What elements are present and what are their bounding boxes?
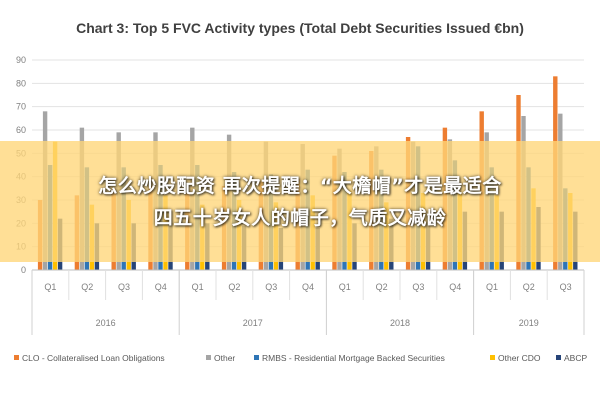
legend-swatch <box>14 355 19 360</box>
year-label: 2018 <box>390 318 410 328</box>
x-tick-label: Q1 <box>192 282 204 292</box>
chart-title: Chart 3: Top 5 FVC Activity types (Total… <box>76 20 524 36</box>
x-tick-label: Q3 <box>118 282 130 292</box>
x-tick-label: Q3 <box>265 282 277 292</box>
x-tick-label: Q3 <box>412 282 424 292</box>
y-tick-label: 60 <box>16 125 26 135</box>
legend-swatch <box>206 355 211 360</box>
x-tick-label: Q4 <box>155 282 167 292</box>
year-label: 2016 <box>96 318 116 328</box>
x-tick-label: Q3 <box>560 282 572 292</box>
x-tick-label: Q4 <box>302 282 314 292</box>
x-tick-label: Q2 <box>523 282 535 292</box>
legend-swatch <box>556 355 561 360</box>
overlay-banner: 怎么炒股配资 再次提醒：“大檐帽”才是最适合 四五十岁女人的帽子，气质又减龄 <box>0 141 600 262</box>
year-label: 2017 <box>243 318 263 328</box>
x-tick-label: Q4 <box>449 282 461 292</box>
y-tick-label: 90 <box>16 55 26 65</box>
legend-label: Other <box>214 353 235 363</box>
overlay-text-line-1: 怎么炒股配资 再次提醒：“大檐帽”才是最适合 <box>98 175 502 197</box>
x-tick-label: Q1 <box>339 282 351 292</box>
x-tick-label: Q2 <box>81 282 93 292</box>
x-tick-label: Q2 <box>376 282 388 292</box>
legend-label: Other CDO <box>498 353 541 363</box>
y-tick-label: 0 <box>21 265 26 275</box>
legend-label: RMBS - Residential Mortgage Backed Secur… <box>262 353 445 363</box>
legend-label: CLO - Collateralised Loan Obligations <box>22 353 165 363</box>
legend-swatch <box>490 355 495 360</box>
x-tick-label: Q1 <box>44 282 56 292</box>
overlay-text-line-2: 四五十岁女人的帽子，气质又减龄 <box>153 207 447 229</box>
year-label: 2019 <box>519 318 539 328</box>
legend-swatch <box>254 355 259 360</box>
legend: CLO - Collateralised Loan Obligations Oth… <box>14 353 587 363</box>
x-tick-label: Q1 <box>486 282 498 292</box>
x-tick-label: Q2 <box>228 282 240 292</box>
legend-label: ABCP <box>564 353 587 363</box>
y-tick-label: 80 <box>16 78 26 88</box>
y-tick-label: 70 <box>16 102 26 112</box>
